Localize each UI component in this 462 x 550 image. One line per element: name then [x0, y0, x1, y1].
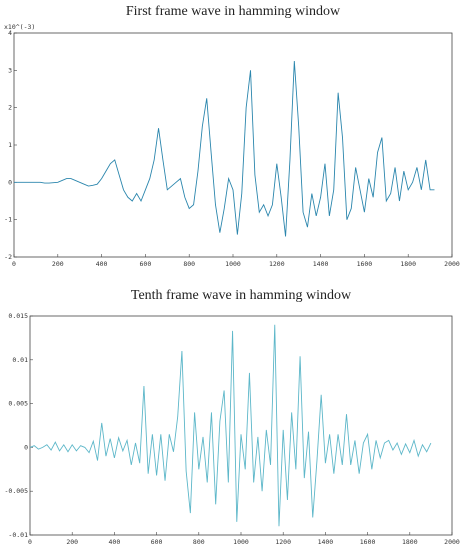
- x-tick-label: 1000: [233, 538, 249, 546]
- y-tick-label: 3: [8, 66, 12, 74]
- x-tick-label: 600: [151, 538, 163, 546]
- x-tick-label: 400: [96, 260, 108, 268]
- y-tick-label: -1: [4, 216, 12, 224]
- x-tick-label: 200: [66, 538, 78, 546]
- x-tick-label: 800: [183, 260, 195, 268]
- x-tick-label: 1200: [275, 538, 291, 546]
- y-multiplier: x10^(-3): [4, 23, 35, 31]
- chart-title: First frame wave in hamming window: [126, 4, 341, 19]
- x-tick-label: 1200: [269, 260, 285, 268]
- wave-line: [29, 324, 432, 527]
- y-tick-label: 4: [8, 29, 12, 37]
- x-tick-label: 2000: [444, 538, 460, 546]
- x-tick-label: 200: [52, 260, 64, 268]
- x-tick-label: 1800: [402, 538, 418, 546]
- y-tick-label: 0: [24, 443, 28, 451]
- y-tick-label: 0.015: [8, 312, 28, 320]
- y-tick-label: 0: [8, 178, 12, 186]
- y-tick-label: 0.005: [8, 400, 28, 408]
- x-tick-label: 600: [140, 260, 152, 268]
- x-tick-label: 800: [193, 538, 205, 546]
- x-tick-label: 2000: [444, 260, 460, 268]
- x-tick-label: 1800: [400, 260, 416, 268]
- y-tick-label: 1: [8, 141, 12, 149]
- y-tick-label: 0.01: [12, 356, 28, 364]
- x-tick-label: 1400: [313, 260, 329, 268]
- plot-frame: [13, 32, 453, 258]
- x-tick-label: 1400: [318, 538, 334, 546]
- x-tick-label: 0: [12, 260, 16, 268]
- x-tick-label: 400: [109, 538, 121, 546]
- y-tick-label: -2: [4, 253, 12, 261]
- x-tick-label: 1000: [225, 260, 241, 268]
- x-tick-label: 0: [28, 538, 32, 546]
- y-tick-label: -0.005: [5, 487, 29, 495]
- chart-title: Tenth frame wave in hamming window: [131, 288, 352, 303]
- y-tick-label: 2: [8, 104, 12, 112]
- y-tick-label: -0.01: [8, 531, 28, 539]
- plot-frame: [29, 315, 453, 536]
- wave-line: [14, 60, 435, 237]
- x-tick-label: 1600: [357, 260, 373, 268]
- x-tick-label: 1600: [360, 538, 376, 546]
